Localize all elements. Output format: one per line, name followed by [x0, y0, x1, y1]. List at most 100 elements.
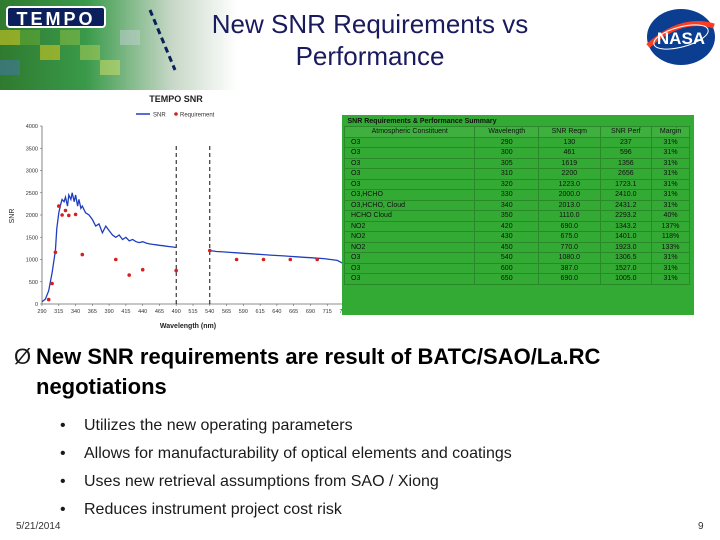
table-cell: 596	[599, 147, 653, 159]
table-cell: 1356	[599, 157, 653, 169]
requirement-point	[174, 268, 178, 273]
table-cell: 300	[474, 147, 540, 159]
table-cell: 1005.0	[599, 273, 653, 285]
requirement-point	[63, 208, 68, 213]
x-tick-label: 440	[138, 309, 147, 315]
title-line-2: Performance	[295, 41, 445, 71]
table-cell: O3	[343, 136, 476, 148]
x-tick-label: 515	[188, 309, 197, 315]
table-row: HCHO Cloud 350 1110.0 2293.2 40%	[343, 210, 690, 222]
table-cell: 1343.2	[599, 220, 653, 232]
table-cell: O3	[343, 178, 476, 190]
x-tick-label: 715	[323, 309, 332, 315]
y-tick-label: 3500	[26, 146, 38, 152]
snr-series-line	[41, 192, 177, 303]
table-cell: 31%	[651, 178, 690, 190]
x-tick-label: 640	[272, 309, 281, 315]
table-cell: NO2	[343, 231, 476, 243]
table-row: O3 650 690.0 1005.0 31%	[343, 273, 690, 285]
y-tick-label: 1500	[26, 235, 38, 241]
table-row: NO2 450 770.0 1923.0 133%	[343, 241, 690, 253]
x-tick-label: 365	[88, 309, 97, 315]
requirement-point	[315, 257, 320, 262]
x-tick-label: 415	[121, 309, 130, 315]
table-cell: 1723.1	[599, 178, 653, 190]
legend-requirement-label: Requirement	[180, 113, 215, 119]
table-cell: 40%	[651, 210, 690, 222]
table-cell: 350	[474, 210, 540, 222]
table-header: SNR Reqm	[538, 126, 601, 138]
x-tick-label: 390	[105, 309, 114, 315]
table-cell: 31%	[651, 252, 690, 264]
sub-bullet-list: • Utilizes the new operating parameters •…	[60, 412, 512, 524]
x-tick-label: 290	[37, 309, 46, 315]
table-cell: 130	[538, 136, 601, 148]
table-cell: NO2	[343, 241, 476, 253]
table-row: O3,HCHO, Cloud 340 2013.0 2431.2 31%	[343, 199, 690, 211]
list-item-text: Uses new retrieval assumptions from SAO …	[84, 473, 439, 490]
table-cell: 305	[474, 157, 540, 169]
table-cell: 31%	[651, 157, 690, 169]
table-row: O3 540 1080.0 1306.5 31%	[343, 252, 690, 264]
table-cell: 31%	[651, 262, 690, 274]
table-cell: 237	[599, 136, 653, 148]
nasa-logo-text: NASA	[657, 29, 705, 48]
table-cell: 1401.0	[599, 231, 653, 243]
snr-series-line	[209, 249, 345, 265]
table-cell: 31%	[651, 189, 690, 201]
nasa-logo-icon: NASA	[646, 9, 715, 65]
table-cell: 650	[474, 273, 540, 285]
table-cell: 540	[474, 252, 540, 264]
y-axis-label: SNR	[9, 209, 16, 224]
x-axis-label: Wavelength (nm)	[160, 323, 216, 330]
table-cell: 2000.0	[538, 189, 601, 201]
bullet-dot: •	[60, 473, 66, 490]
table-cell: 690.0	[538, 220, 601, 232]
table-cell: 133%	[651, 241, 690, 253]
table-cell: 137%	[651, 220, 690, 232]
table-cell: 1223.0	[538, 178, 601, 190]
table-cell: 1080.0	[538, 252, 601, 264]
y-tick-label: 0	[35, 302, 38, 308]
table-row: NO2 430 675.0 1401.0 118%	[343, 231, 690, 243]
chart-legend: SNR Requirement	[136, 112, 215, 119]
table-cell: O3	[343, 252, 476, 264]
y-tick-label: 3000	[26, 169, 38, 175]
table-cell: 690.0	[538, 273, 601, 285]
x-tick-label: 590	[239, 309, 248, 315]
table-cell: O3,HCHO	[343, 189, 476, 201]
table-cell: O3	[343, 147, 476, 159]
table-cell: 2293.2	[599, 210, 653, 222]
table-cell: 118%	[651, 231, 690, 243]
bullet-dot: •	[60, 501, 66, 518]
list-item-text: Reduces instrument project cost risk	[84, 501, 342, 518]
table-cell: O3,HCHO, Cloud	[343, 199, 476, 211]
table-cell: 450	[474, 241, 540, 253]
table-cell: O3	[343, 273, 476, 285]
table-row: O3 300 461 596 31%	[343, 147, 690, 159]
banner-background	[0, 0, 720, 90]
table-cell: 31%	[651, 168, 690, 180]
requirement-point	[288, 257, 293, 262]
table-cell: 675.0	[538, 231, 601, 243]
table-cell: 420	[474, 220, 540, 232]
table-header: Margin	[651, 126, 690, 138]
x-tick-label: 465	[155, 309, 164, 315]
table-header: SNR Perf	[599, 126, 653, 138]
header-banner: TEMPO New SNR Requirements vs Performanc…	[0, 0, 720, 90]
bullet-dot: •	[60, 417, 66, 434]
table-cell: 2013.0	[538, 199, 601, 211]
main-bullet-marker: Ø	[14, 344, 32, 369]
table-cell: 330	[474, 189, 540, 201]
snr-summary-table: SNR Requirements & Performance Summary A…	[343, 117, 690, 285]
plot-area: 0 500 1000 1500 2000 2500 3000 3500 4000 290 315 34…	[26, 124, 349, 315]
requirement-point	[208, 248, 212, 253]
table-row: O3,HCHO 330 2000.0 2410.0 31%	[343, 189, 690, 201]
requirement-point	[114, 257, 118, 262]
requirement-point	[53, 250, 58, 255]
list-item-text: Allows for manufacturability of optical …	[84, 445, 512, 462]
table-cell: 31%	[651, 199, 690, 211]
table-cell: 1110.0	[538, 210, 601, 222]
requirement-point	[46, 297, 51, 302]
table-cell: 430	[474, 231, 540, 243]
